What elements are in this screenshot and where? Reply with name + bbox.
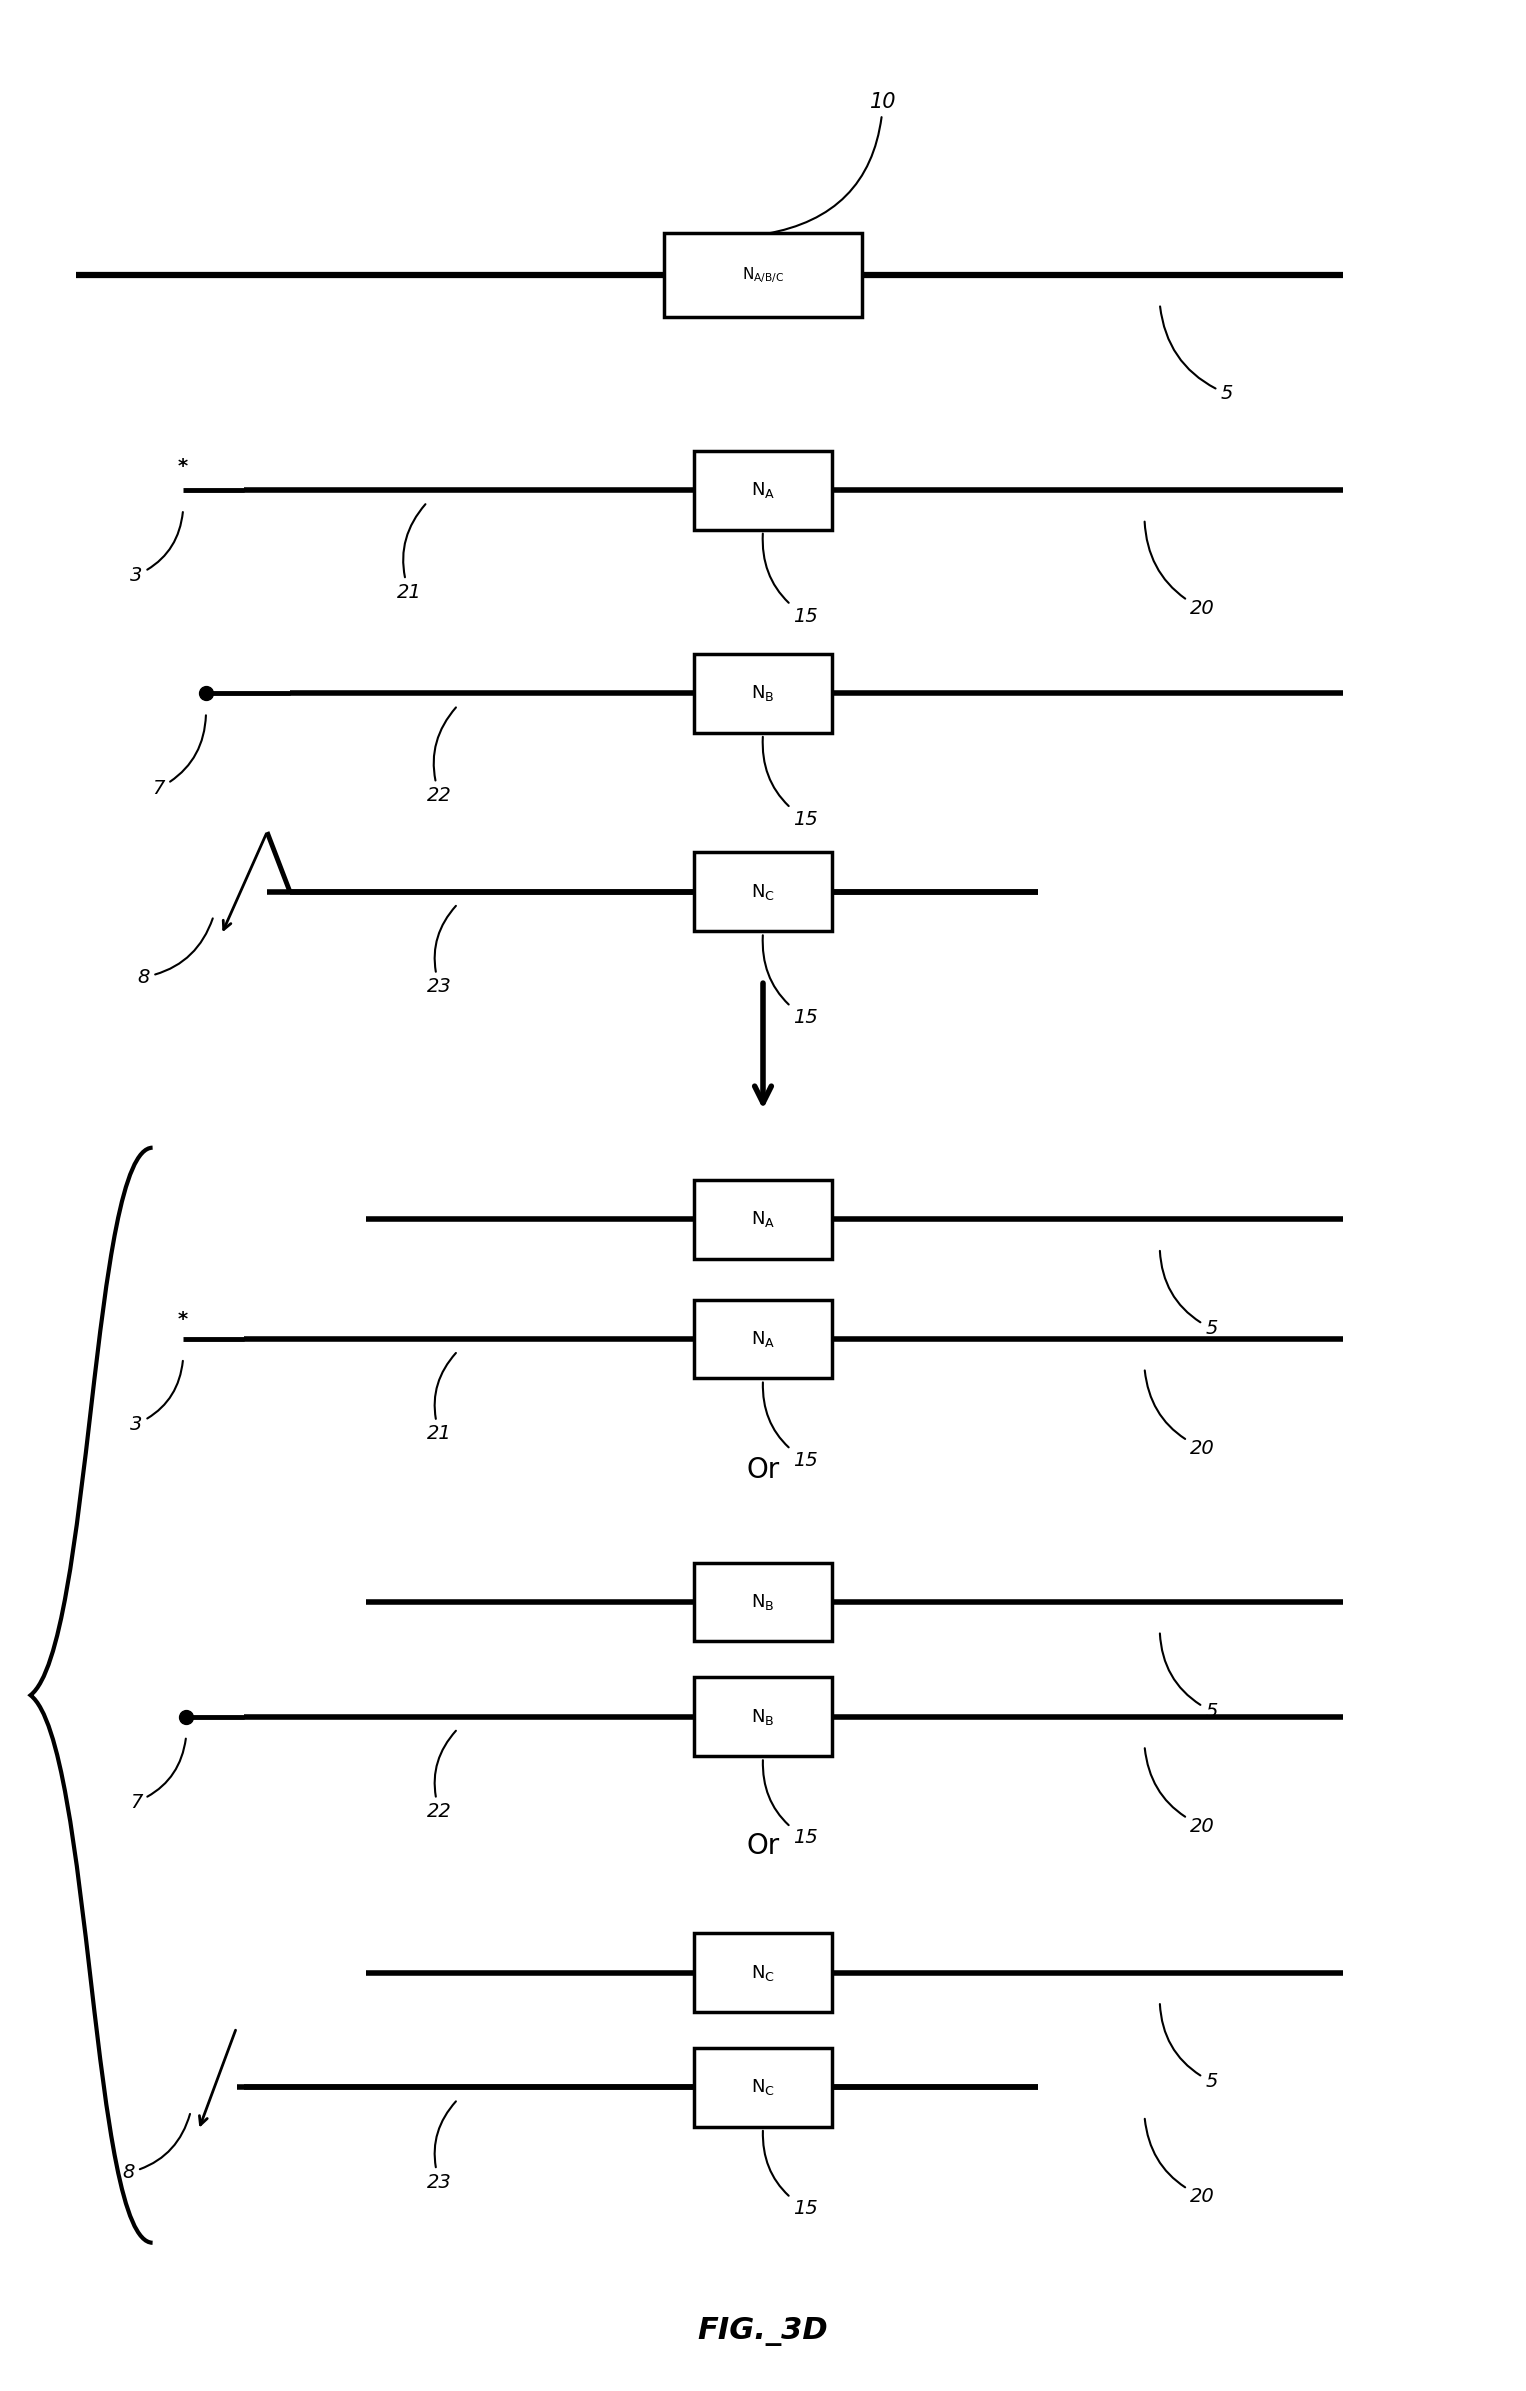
FancyBboxPatch shape [694,1564,832,1640]
Text: 20: 20 [1144,2118,1215,2207]
FancyBboxPatch shape [694,1181,832,1258]
Text: 21: 21 [397,505,426,603]
Text: *: * [179,457,188,476]
Text: 15: 15 [763,1382,818,1470]
FancyBboxPatch shape [694,653,832,732]
Text: 5: 5 [1160,1250,1218,1339]
Text: 8: 8 [122,2114,191,2183]
Text: 5: 5 [1160,306,1233,404]
Text: FIG._3D: FIG._3D [697,2317,829,2346]
Text: 20: 20 [1144,1748,1215,1836]
Text: 15: 15 [763,935,818,1028]
FancyBboxPatch shape [694,1678,832,1755]
Text: 10: 10 [766,91,896,234]
Text: 5: 5 [1160,2004,1218,2092]
Text: $\mathrm{N_{C}}$: $\mathrm{N_{C}}$ [751,1963,775,1982]
Text: 5: 5 [1160,1633,1218,1722]
Text: 20: 20 [1144,521,1215,619]
Text: 7: 7 [130,1738,186,1812]
FancyBboxPatch shape [694,450,832,528]
Text: $\mathrm{N_{A/B/C}}$: $\mathrm{N_{A/B/C}}$ [742,265,784,285]
Text: $\mathrm{N_{B}}$: $\mathrm{N_{B}}$ [751,684,775,703]
FancyBboxPatch shape [694,1301,832,1377]
Text: $\mathrm{N_{A}}$: $\mathrm{N_{A}}$ [751,481,775,500]
Text: 8: 8 [137,918,212,987]
FancyBboxPatch shape [694,851,832,930]
Text: $\mathrm{N_{C}}$: $\mathrm{N_{C}}$ [751,2078,775,2097]
Text: 22: 22 [427,1731,456,1822]
Text: 22: 22 [427,708,456,806]
Text: 21: 21 [427,1353,456,1444]
Text: 15: 15 [763,736,818,830]
Text: 23: 23 [427,906,456,997]
Text: $\mathrm{N_{B}}$: $\mathrm{N_{B}}$ [751,1592,775,1612]
Text: $\mathrm{N_{C}}$: $\mathrm{N_{C}}$ [751,882,775,901]
Text: Or: Or [746,1456,780,1485]
Text: 3: 3 [130,1360,183,1435]
Text: 20: 20 [1144,1370,1215,1459]
Text: Or: Or [746,1832,780,1860]
Text: 15: 15 [763,1760,818,1848]
Text: *: * [179,1310,188,1329]
FancyBboxPatch shape [694,2047,832,2128]
Text: 3: 3 [130,512,183,586]
FancyBboxPatch shape [664,234,862,316]
Text: $\mathrm{N_{B}}$: $\mathrm{N_{B}}$ [751,1707,775,1726]
Text: 15: 15 [763,533,818,626]
Text: 23: 23 [427,2102,456,2193]
Text: 15: 15 [763,2130,818,2219]
Text: $\mathrm{N_{A}}$: $\mathrm{N_{A}}$ [751,1210,775,1229]
Text: 7: 7 [153,715,206,799]
FancyBboxPatch shape [694,1932,832,2013]
Text: $\mathrm{N_{A}}$: $\mathrm{N_{A}}$ [751,1329,775,1349]
